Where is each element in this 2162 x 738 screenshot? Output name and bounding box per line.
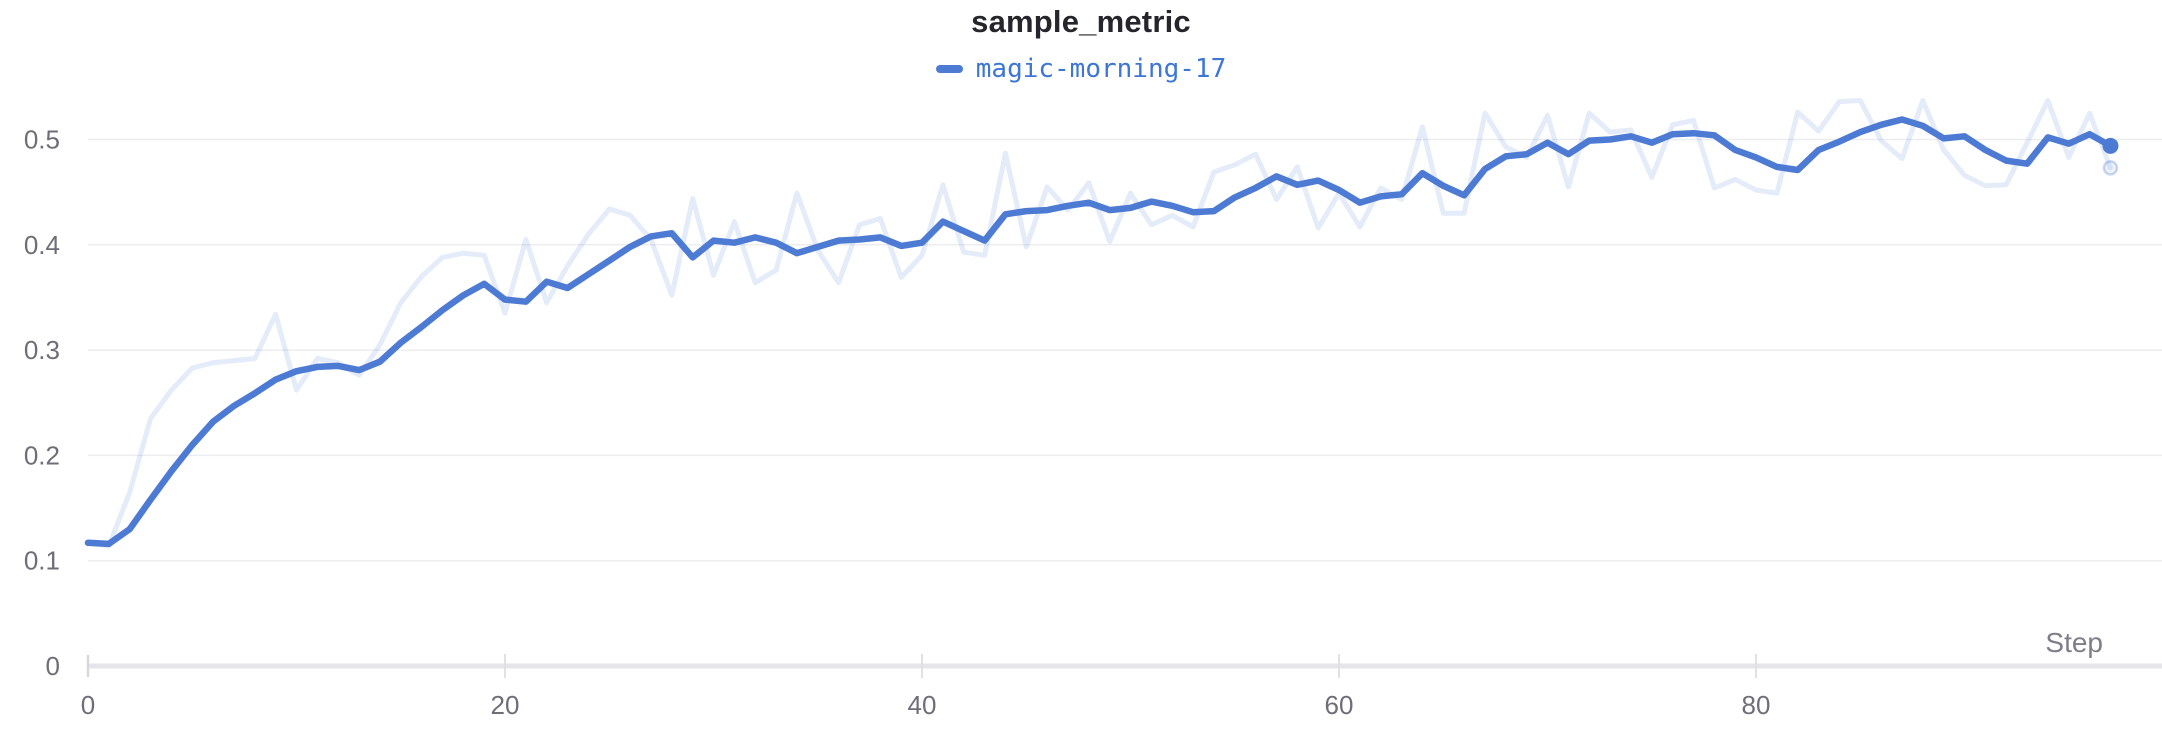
smoothed-series-line[interactable] xyxy=(84,116,2114,548)
y-tick-label: 0.4 xyxy=(24,230,60,260)
x-tick-label: 40 xyxy=(908,690,937,720)
x-tick-label: 60 xyxy=(1325,690,1354,720)
legend-swatch-icon xyxy=(935,65,963,73)
y-tick-label: 0.3 xyxy=(24,335,60,365)
raw-series-line xyxy=(85,98,2113,549)
smoothed-endpoint-dot xyxy=(2102,137,2119,154)
x-tick-label: 80 xyxy=(1742,690,1771,720)
y-tick-label: 0 xyxy=(46,651,60,681)
x-tick-label: 0 xyxy=(81,690,95,720)
y-tick-label: 0.1 xyxy=(24,546,60,576)
y-tick-label: 0.5 xyxy=(24,125,60,155)
x-axis-title: Step xyxy=(2045,627,2103,658)
x-axis-baseline xyxy=(88,663,2162,669)
raw-endpoint-dot xyxy=(2102,160,2119,176)
y-tick-label: 0.2 xyxy=(24,440,60,470)
chart-title: sample_metric xyxy=(971,4,1191,39)
legend-series-name[interactable]: magic-morning-17 xyxy=(975,54,1227,84)
plot-area[interactable] xyxy=(88,88,2162,666)
x-tick-label: 20 xyxy=(491,690,520,720)
legend[interactable]: magic-morning-17 xyxy=(0,56,2162,82)
